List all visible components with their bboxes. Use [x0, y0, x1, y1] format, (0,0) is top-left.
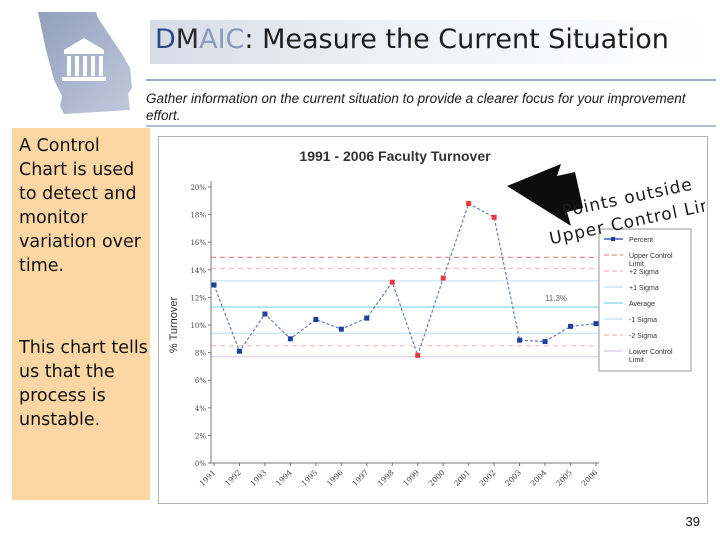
- georgia-logo: [34, 10, 144, 120]
- data-point: [542, 339, 548, 345]
- title-bar: DMAIC: Measure the Current Situation: [150, 20, 710, 64]
- data-point: [262, 311, 268, 317]
- x-tick-label: 2000: [427, 468, 447, 488]
- data-point: [593, 321, 599, 327]
- y-tick-label: 2%: [195, 432, 206, 440]
- y-tick-label: 6%: [195, 377, 206, 385]
- series-line-percent: [213, 202, 597, 358]
- legend-label: Percent: [629, 237, 653, 244]
- x-tick-label: 2005: [554, 468, 574, 488]
- legend-label: +1 Sigma: [629, 285, 659, 292]
- x-tick-label: 2004: [529, 468, 549, 488]
- title-letters-aic: AIC: [199, 24, 245, 55]
- legend-label: +2 Sigma: [629, 269, 659, 276]
- x-tick-label: 1992: [223, 468, 243, 488]
- x-tick-label: 1993: [248, 468, 268, 488]
- x-tick-label: 1996: [325, 468, 345, 488]
- x-tick-label: 2006: [580, 468, 600, 488]
- x-tick-label: 1998: [376, 468, 396, 488]
- data-point: [466, 201, 472, 207]
- legend-label: -2 Sigma: [629, 333, 657, 340]
- data-point: [415, 352, 421, 358]
- title-bar-background: [150, 20, 710, 64]
- data-point: [236, 348, 242, 354]
- y-tick-label: 4%: [195, 405, 206, 413]
- data-point: [313, 316, 319, 322]
- data-point: [287, 336, 293, 342]
- legend-marker: [611, 237, 615, 241]
- x-tick-label: 2002: [478, 468, 498, 488]
- page-number: 39: [685, 514, 700, 529]
- sidebar-text-1: A Control Chart is used to detect and mo…: [19, 136, 141, 276]
- callout-arrow: Points outside Upper Control Limit: [507, 164, 705, 249]
- data-point: [211, 282, 217, 288]
- y-tick-label: 0%: [195, 460, 206, 468]
- y-tick-label: 18%: [190, 212, 206, 220]
- courthouse-icon: [38, 12, 132, 114]
- x-tick-label: 1997: [350, 468, 370, 488]
- legend-box: [598, 228, 692, 372]
- y-tick-label: 20%: [190, 184, 206, 192]
- x-tick-label: 1991: [198, 468, 218, 488]
- data-point: [364, 315, 370, 321]
- x-tick-label: 1994: [274, 468, 294, 488]
- data-point: [568, 323, 574, 329]
- data-point: [440, 275, 446, 281]
- arrow-shape: [507, 164, 583, 226]
- y-tick-label: 10%: [190, 322, 206, 330]
- legend-label: Lower Control: [629, 349, 673, 356]
- chart-container: 1991 - 2006 Faculty Turnover 0% 2% 4% 6% 8% 10…: [158, 136, 708, 504]
- y-tick-label: 12%: [190, 294, 206, 302]
- legend-label-cont: Limit: [629, 357, 644, 364]
- y-axis-label: % Turnover: [168, 297, 180, 354]
- y-tick-label: 16%: [190, 239, 206, 247]
- sidebar: A Control Chart is used to detect and mo…: [12, 128, 150, 500]
- chart-title: 1991 - 2006 Faculty Turnover: [299, 148, 491, 164]
- control-chart: 1991 - 2006 Faculty Turnover 0% 2% 4% 6% 8% 10…: [168, 148, 692, 488]
- data-point: [338, 326, 344, 332]
- data-point: [517, 337, 523, 343]
- y-tick-label: 8%: [195, 350, 206, 358]
- data-point: [389, 279, 395, 285]
- legend-label-cont: Limit: [629, 261, 644, 268]
- x-tick-label: 1999: [401, 468, 421, 488]
- title-letter-m: M: [175, 24, 200, 55]
- callout: Points outside Upper Control Limit: [505, 160, 705, 255]
- legend-label: -1 Sigma: [629, 317, 657, 324]
- x-tick-label: 1995: [299, 468, 319, 488]
- page-title: DMAIC: Measure the Current Situation: [155, 24, 669, 55]
- x-tick-label: 2001: [452, 468, 472, 488]
- legend-label: Average: [629, 301, 655, 308]
- legend-label: Upper Control: [629, 253, 673, 260]
- title-rest: : Measure the Current Situation: [244, 24, 669, 55]
- title-letter-d: D: [155, 24, 176, 55]
- x-tick-label: 2003: [503, 468, 523, 488]
- subtitle: Gather information on the current situat…: [146, 91, 686, 123]
- y-tick-label: 14%: [190, 267, 206, 275]
- average-annotation: 11.3%: [545, 294, 567, 303]
- data-point: [491, 214, 497, 220]
- sidebar-text-2: This chart tells us that the process is …: [19, 338, 148, 430]
